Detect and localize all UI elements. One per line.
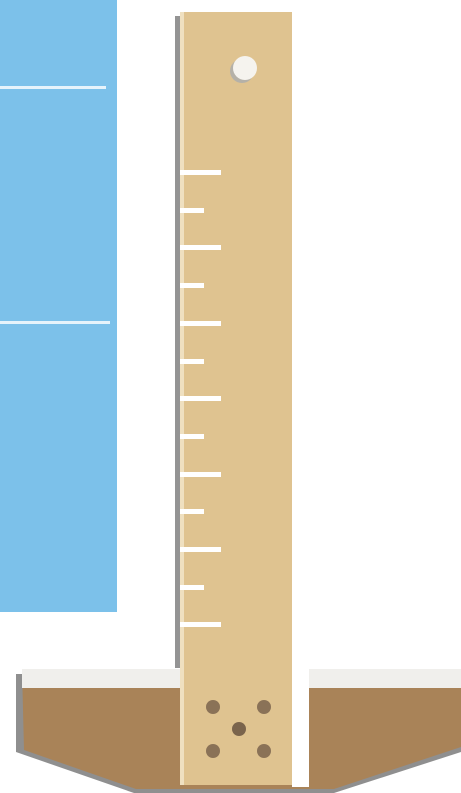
water-marker-line-lower [0, 321, 110, 324]
minor-tick [180, 283, 204, 288]
ruler-hole [233, 56, 257, 80]
major-tick [180, 547, 221, 552]
rivet [232, 722, 246, 736]
rivet [206, 700, 220, 714]
major-tick [180, 321, 221, 326]
minor-tick [180, 434, 204, 439]
minor-tick [180, 509, 204, 514]
ruler-shadow [175, 16, 183, 668]
major-tick [180, 622, 221, 627]
ruler-rivets [206, 700, 271, 758]
minor-tick [180, 208, 204, 213]
rivet [257, 700, 271, 714]
major-tick [180, 396, 221, 401]
rivet [257, 744, 271, 758]
rivet [206, 744, 220, 758]
major-tick [180, 472, 221, 477]
water-body [0, 0, 117, 612]
minor-tick [180, 359, 204, 364]
major-tick [180, 170, 221, 175]
water-marker-line-upper [0, 86, 106, 89]
major-tick [180, 245, 221, 250]
ruler-right-edge [292, 12, 309, 787]
minor-tick [180, 585, 204, 590]
ruler-ticks [180, 170, 221, 627]
